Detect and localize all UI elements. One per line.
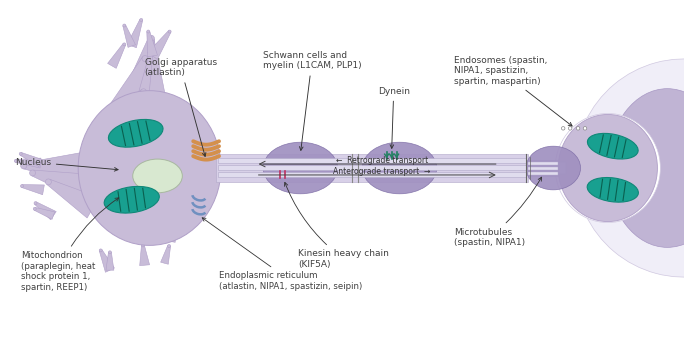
Polygon shape — [20, 152, 42, 167]
Ellipse shape — [104, 186, 159, 213]
Ellipse shape — [133, 159, 182, 193]
Polygon shape — [128, 188, 152, 238]
Text: Schwann cells and
myelin (L1CAM, PLP1): Schwann cells and myelin (L1CAM, PLP1) — [262, 51, 361, 150]
Ellipse shape — [123, 43, 126, 46]
Polygon shape — [122, 37, 155, 104]
Polygon shape — [108, 57, 148, 118]
Ellipse shape — [147, 30, 150, 33]
Ellipse shape — [14, 159, 17, 163]
Text: Microtubules
(spastin, NIPA1): Microtubules (spastin, NIPA1) — [454, 177, 541, 247]
Polygon shape — [528, 160, 559, 176]
Text: Kinesin heavy chain
(KIF5A): Kinesin heavy chain (KIF5A) — [284, 182, 390, 269]
Polygon shape — [23, 152, 84, 184]
Ellipse shape — [168, 244, 170, 248]
Text: Nucleus: Nucleus — [14, 157, 118, 171]
Ellipse shape — [263, 142, 337, 194]
Polygon shape — [147, 31, 157, 57]
Polygon shape — [123, 25, 135, 47]
Ellipse shape — [19, 152, 22, 155]
Ellipse shape — [362, 142, 437, 194]
Text: Mitochondrion
(paraplegin, heat
shock protein 1,
spartin, REEP1): Mitochondrion (paraplegin, heat shock pr… — [21, 198, 119, 291]
Ellipse shape — [142, 55, 148, 62]
Ellipse shape — [148, 35, 155, 41]
Ellipse shape — [30, 170, 36, 176]
Ellipse shape — [561, 126, 565, 130]
Polygon shape — [106, 252, 114, 270]
Polygon shape — [528, 167, 559, 170]
Ellipse shape — [555, 114, 660, 223]
Polygon shape — [139, 245, 150, 266]
Ellipse shape — [576, 126, 580, 130]
Ellipse shape — [587, 133, 638, 159]
Ellipse shape — [78, 91, 221, 245]
Polygon shape — [100, 250, 115, 272]
Polygon shape — [528, 162, 559, 165]
Polygon shape — [218, 165, 526, 170]
Ellipse shape — [21, 163, 27, 169]
Ellipse shape — [559, 115, 657, 222]
Ellipse shape — [33, 207, 36, 210]
Ellipse shape — [139, 18, 143, 21]
Ellipse shape — [133, 185, 138, 191]
Polygon shape — [127, 19, 143, 48]
Ellipse shape — [583, 126, 587, 130]
Polygon shape — [218, 158, 526, 163]
Polygon shape — [34, 202, 56, 220]
Ellipse shape — [587, 177, 638, 202]
Polygon shape — [216, 154, 528, 182]
Ellipse shape — [608, 89, 687, 248]
Polygon shape — [32, 170, 91, 201]
Polygon shape — [148, 31, 171, 60]
Wedge shape — [575, 59, 687, 277]
Polygon shape — [559, 162, 566, 174]
Ellipse shape — [148, 38, 155, 44]
Ellipse shape — [94, 173, 100, 179]
Polygon shape — [108, 44, 126, 68]
Text: ←  Retrograde transport: ← Retrograde transport — [335, 156, 428, 165]
Polygon shape — [34, 207, 55, 219]
Polygon shape — [528, 172, 559, 175]
Ellipse shape — [109, 251, 111, 254]
Ellipse shape — [109, 119, 163, 147]
Polygon shape — [154, 196, 175, 242]
Ellipse shape — [45, 179, 52, 185]
Text: Endosomes (spastin,
NIPA1, spastizin,
spartin, maspartin): Endosomes (spastin, NIPA1, spastizin, sp… — [454, 56, 572, 126]
Text: Endoplasmic reticulum
(atlastin, NIPA1, spastizin, seipin): Endoplasmic reticulum (atlastin, NIPA1, … — [202, 218, 362, 291]
Polygon shape — [161, 245, 170, 264]
Polygon shape — [97, 90, 146, 139]
Ellipse shape — [99, 249, 102, 252]
Polygon shape — [47, 179, 99, 218]
Text: Anterograde transport  →: Anterograde transport → — [333, 167, 430, 176]
Text: Golgi apparatus
(atlastin): Golgi apparatus (atlastin) — [145, 58, 217, 156]
Ellipse shape — [123, 24, 126, 27]
Ellipse shape — [34, 202, 37, 205]
Polygon shape — [22, 185, 45, 195]
Polygon shape — [94, 175, 131, 231]
Ellipse shape — [21, 185, 23, 188]
Ellipse shape — [169, 193, 175, 200]
Text: Dynein: Dynein — [378, 87, 409, 148]
Polygon shape — [16, 158, 41, 168]
Ellipse shape — [526, 146, 581, 190]
Ellipse shape — [142, 244, 144, 247]
Ellipse shape — [568, 126, 572, 130]
Ellipse shape — [141, 89, 146, 95]
Polygon shape — [218, 172, 526, 177]
Polygon shape — [134, 41, 166, 96]
Ellipse shape — [168, 30, 171, 33]
